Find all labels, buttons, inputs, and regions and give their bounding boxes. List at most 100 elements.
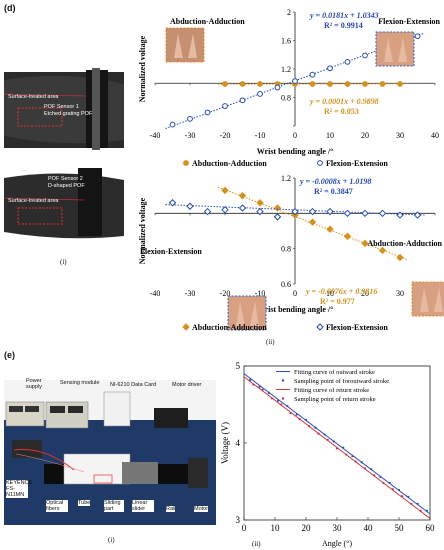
- x-tick-label: 10: [326, 289, 334, 298]
- series-0: [217, 81, 408, 87]
- data-point: [416, 502, 419, 505]
- data-point: [342, 446, 345, 449]
- data-point: [295, 413, 298, 416]
- data-point: [292, 78, 298, 85]
- hand-gesture-image: [227, 295, 267, 331]
- data-point: [362, 81, 368, 87]
- label-sliding-part: Sliding part: [104, 500, 124, 513]
- data-point: [277, 399, 280, 402]
- panel-d-charts-caption: (ii): [266, 338, 275, 346]
- y-tick-label: 3: [236, 515, 241, 525]
- hand-shape: [384, 38, 393, 62]
- data-point: [256, 207, 264, 216]
- hand-shape: [236, 302, 245, 326]
- series-0: [217, 186, 408, 262]
- label-motor-driver: Motor driver: [172, 382, 202, 388]
- data-point: [280, 403, 283, 406]
- hand-photo-frame: [375, 31, 415, 67]
- legend-marker: [317, 160, 323, 166]
- series-0: [243, 373, 431, 515]
- annotation-left-title: Abduction-Adduction: [170, 17, 245, 26]
- y-tick-label: 1.2: [281, 65, 291, 74]
- sensor1-area-label: Surface-treated area: [8, 94, 59, 100]
- hand-shape: [188, 34, 197, 58]
- blue-fit-equation: y = -0.0008x + 1.0198: [299, 177, 371, 186]
- panel-e-chart-caption: (ii): [252, 540, 261, 548]
- chart-d-upper: 0.8 1.2 1.6 2 -40 -30 -20 -10 0 10 20 30 40 Wrist ben…: [138, 8, 441, 168]
- y-tick-label: 4: [236, 438, 241, 448]
- data-point: [186, 202, 194, 210]
- hand-shape: [174, 34, 183, 58]
- data-point: [249, 378, 252, 381]
- annotation-right-title: Flexion-Extension: [378, 17, 440, 26]
- blue-fit-r2: R² = 0.3847: [314, 187, 353, 196]
- data-point: [344, 81, 351, 87]
- x-tick-label: 0: [242, 523, 247, 533]
- forearm-sensor-photo: [4, 40, 124, 240]
- legend-label: Fitting curve of return stroke: [294, 387, 369, 394]
- x-tick-label: 30: [333, 523, 343, 533]
- fit-line: [217, 186, 408, 261]
- y-tick-label: 0.6: [281, 280, 291, 289]
- data-point: [354, 460, 357, 463]
- x-tick-label: -30: [185, 289, 196, 298]
- label-optical-fibers: Optical fibers: [46, 500, 68, 513]
- x-tick-label: 20: [361, 131, 369, 140]
- data-point: [270, 397, 273, 400]
- x-tick-label: -10: [255, 131, 266, 140]
- label-keyence: KEYENCE FS-N11MN: [6, 480, 33, 499]
- chart-e-voltage-angle: 0 10 20 30 40 50 60 3 4 5 Voltage (V) Angle (°) (ii)…: [220, 361, 436, 548]
- blue-fit-r2: R² = 0.9914: [324, 21, 363, 30]
- y-tick-label: 5: [236, 361, 241, 371]
- legend-label: Abduction-Adduction: [192, 159, 267, 168]
- legend-label: Sampling point of foroutward stroke: [294, 378, 389, 385]
- data-point: [273, 213, 282, 221]
- hand-gesture-image: [375, 31, 415, 67]
- hand-gesture-image: [411, 281, 444, 317]
- x-tick-label: -10: [255, 289, 266, 298]
- x-tick-label: 60: [426, 523, 436, 533]
- x-tick-label: 0: [293, 289, 297, 298]
- sensor1-type-label: Etched grating POF: [44, 111, 93, 117]
- data-point: [274, 84, 281, 91]
- x-tick-label: 10: [326, 131, 334, 140]
- data-point: [168, 199, 177, 207]
- legend-label: Sampling point of return stroke: [294, 396, 376, 403]
- data-point: [378, 246, 387, 255]
- data-point: [410, 502, 413, 505]
- data-point: [309, 81, 316, 87]
- y-tick-label: 0.8: [281, 245, 291, 254]
- x-tick-label: -40: [150, 289, 161, 298]
- data-point: [239, 81, 246, 87]
- data-point: [308, 207, 317, 216]
- data-point: [397, 81, 403, 87]
- data-point: [378, 209, 387, 218]
- panel-e-label: (e): [4, 350, 15, 360]
- x-tick-label: 30: [396, 131, 404, 140]
- data-point: [273, 204, 282, 212]
- sensor1-name-label: POF Sensor 1: [44, 104, 79, 110]
- data-point: [222, 81, 228, 87]
- data-point: [238, 191, 247, 200]
- x-tick-label: -40: [150, 131, 161, 140]
- data-point: [221, 206, 229, 214]
- sensor2-type-label: D-shaped POF: [48, 183, 85, 189]
- legend-marker: [183, 160, 189, 166]
- panel-d-photo-caption: (i): [60, 258, 67, 266]
- orange-fit-equation: y = -0.0076x + 0.9816: [305, 287, 377, 296]
- x-tick-label: 20: [302, 523, 312, 533]
- data-point: [344, 58, 351, 65]
- data-point: [407, 495, 410, 498]
- hand-shape: [420, 288, 429, 312]
- legend-label: Abduction-Adduction: [192, 323, 267, 332]
- x-tick-label: 10: [271, 523, 281, 533]
- data-point: [379, 81, 386, 87]
- y-axis-title: Voltage (V): [220, 422, 230, 464]
- data-point: [351, 454, 354, 458]
- data-point: [327, 81, 333, 87]
- data-point: [239, 97, 246, 104]
- x-tick-label: -20: [220, 289, 231, 298]
- annotation-left-title: Flexion-Extension: [140, 247, 202, 256]
- x-axis-title: Wrist bending angle /°: [257, 147, 334, 156]
